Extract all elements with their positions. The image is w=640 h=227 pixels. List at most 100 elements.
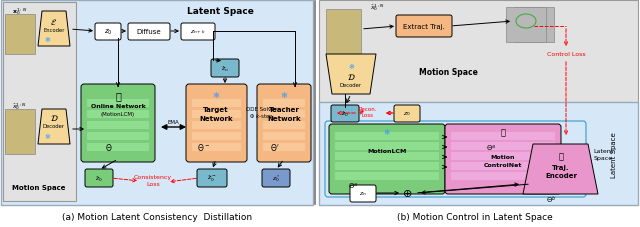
Polygon shape bbox=[523, 144, 598, 194]
Text: $\hat{z}_0^-$: $\hat{z}_0^-$ bbox=[207, 173, 217, 183]
FancyBboxPatch shape bbox=[257, 85, 311, 162]
Bar bbox=[192, 111, 241, 118]
Bar bbox=[319, 103, 638, 205]
Bar bbox=[263, 143, 305, 151]
Text: Recon.: Recon. bbox=[359, 107, 377, 112]
Text: Decoder: Decoder bbox=[340, 83, 362, 88]
FancyBboxPatch shape bbox=[186, 85, 247, 162]
Text: 🔥: 🔥 bbox=[115, 91, 121, 101]
Text: Latent: Latent bbox=[593, 149, 613, 154]
FancyBboxPatch shape bbox=[445, 124, 561, 194]
Bar bbox=[5, 15, 35, 55]
Polygon shape bbox=[326, 55, 376, 95]
Text: Online Network: Online Network bbox=[91, 104, 145, 109]
Text: $z_0$: $z_0$ bbox=[403, 110, 411, 118]
Text: $\mathbf{x}_0^{1:N}$: $\mathbf{x}_0^{1:N}$ bbox=[12, 7, 28, 17]
Text: ❄: ❄ bbox=[280, 91, 287, 100]
FancyBboxPatch shape bbox=[331, 106, 359, 122]
Bar bbox=[335, 162, 439, 170]
FancyBboxPatch shape bbox=[211, 60, 239, 78]
Bar bbox=[87, 143, 149, 151]
Bar bbox=[335, 142, 439, 150]
Text: $\hat{z}_0$: $\hat{z}_0$ bbox=[341, 109, 349, 119]
Text: $\Theta'$: $\Theta'$ bbox=[270, 142, 280, 153]
Text: MotionLCM: MotionLCM bbox=[367, 149, 406, 154]
Text: ❄: ❄ bbox=[384, 128, 390, 137]
Text: Network: Network bbox=[199, 116, 233, 121]
Bar bbox=[263, 111, 305, 118]
Polygon shape bbox=[38, 109, 70, 144]
Text: Latent Space: Latent Space bbox=[611, 131, 617, 177]
FancyBboxPatch shape bbox=[181, 24, 215, 41]
Text: ControlNet: ControlNet bbox=[484, 163, 522, 168]
Bar bbox=[326, 10, 361, 55]
Text: Motion Space: Motion Space bbox=[419, 68, 477, 77]
FancyBboxPatch shape bbox=[128, 24, 170, 41]
FancyBboxPatch shape bbox=[81, 85, 155, 162]
Text: Decoder: Decoder bbox=[43, 124, 65, 129]
Text: Encoder: Encoder bbox=[44, 27, 65, 32]
Text: $\Theta^b$: $\Theta^b$ bbox=[546, 193, 556, 205]
Bar bbox=[319, 1, 638, 104]
Text: $z_n$: $z_n$ bbox=[359, 190, 367, 197]
Text: Space: Space bbox=[593, 156, 612, 161]
Text: $\hat{z}_0$: $\hat{z}_0$ bbox=[95, 173, 103, 183]
Text: $\mathcal{D}$: $\mathcal{D}$ bbox=[50, 113, 58, 122]
Bar bbox=[263, 132, 305, 140]
Text: $\hat{x}_0^{1:N}$: $\hat{x}_0^{1:N}$ bbox=[371, 2, 385, 13]
Bar bbox=[5, 109, 35, 154]
Text: $z_0$: $z_0$ bbox=[104, 28, 112, 37]
Text: $\Theta^-$: $\Theta^-$ bbox=[198, 142, 211, 153]
Text: ❄: ❄ bbox=[348, 64, 354, 70]
Polygon shape bbox=[38, 12, 70, 47]
Text: $z_0^*$: $z_0^*$ bbox=[272, 173, 280, 184]
Bar bbox=[335, 132, 439, 140]
Bar bbox=[192, 121, 241, 129]
Bar bbox=[335, 152, 439, 160]
FancyBboxPatch shape bbox=[197, 169, 227, 187]
FancyBboxPatch shape bbox=[329, 124, 445, 194]
Bar bbox=[514, 8, 554, 43]
Text: $\hat{x}_0^{1:N}$: $\hat{x}_0^{1:N}$ bbox=[13, 101, 28, 112]
Bar bbox=[3, 3, 76, 201]
Bar bbox=[192, 100, 241, 108]
Text: $\hat{z}_n$: $\hat{z}_n$ bbox=[221, 64, 229, 74]
Bar bbox=[263, 100, 305, 108]
Bar bbox=[451, 162, 555, 170]
Text: $\Theta^a$: $\Theta^a$ bbox=[486, 142, 496, 152]
Bar bbox=[87, 121, 149, 129]
Text: Encoder: Encoder bbox=[545, 172, 577, 178]
Bar bbox=[263, 121, 305, 129]
Text: Motion Space: Motion Space bbox=[12, 184, 66, 190]
Text: (a) Motion Latent Consistency  Distillation: (a) Motion Latent Consistency Distillati… bbox=[62, 212, 252, 222]
Bar bbox=[87, 111, 149, 118]
Bar bbox=[192, 143, 241, 151]
Bar bbox=[536, 139, 584, 174]
Text: Consistency: Consistency bbox=[134, 175, 172, 180]
Bar bbox=[87, 132, 149, 140]
Text: ⊕: ⊕ bbox=[403, 188, 413, 198]
Bar bbox=[451, 172, 555, 180]
FancyBboxPatch shape bbox=[85, 169, 113, 187]
Text: $\Theta^a$: $\Theta^a$ bbox=[348, 180, 358, 190]
Bar bbox=[1, 1, 313, 205]
Text: Traj.: Traj. bbox=[552, 164, 570, 170]
Text: (MotionLCM): (MotionLCM) bbox=[101, 112, 135, 117]
Text: ❄: ❄ bbox=[44, 37, 50, 43]
Text: ❄: ❄ bbox=[44, 133, 50, 139]
Bar bbox=[451, 142, 555, 150]
Text: Loss: Loss bbox=[362, 113, 374, 118]
Text: $z_{n+k}$: $z_{n+k}$ bbox=[190, 28, 206, 36]
Text: $\mathcal{E}$: $\mathcal{E}$ bbox=[51, 17, 58, 27]
FancyBboxPatch shape bbox=[262, 169, 290, 187]
Text: $\Theta$: $\Theta$ bbox=[105, 142, 113, 153]
Text: Teacher: Teacher bbox=[269, 106, 300, 113]
Text: ❄: ❄ bbox=[212, 91, 220, 100]
Bar bbox=[192, 132, 241, 140]
Text: Target: Target bbox=[203, 106, 229, 113]
FancyBboxPatch shape bbox=[350, 185, 376, 202]
Bar bbox=[506, 8, 546, 43]
Text: 🔥: 🔥 bbox=[500, 128, 506, 137]
Text: $\mathcal{D}$: $\mathcal{D}$ bbox=[347, 72, 355, 82]
Text: Control Loss: Control Loss bbox=[547, 52, 586, 57]
